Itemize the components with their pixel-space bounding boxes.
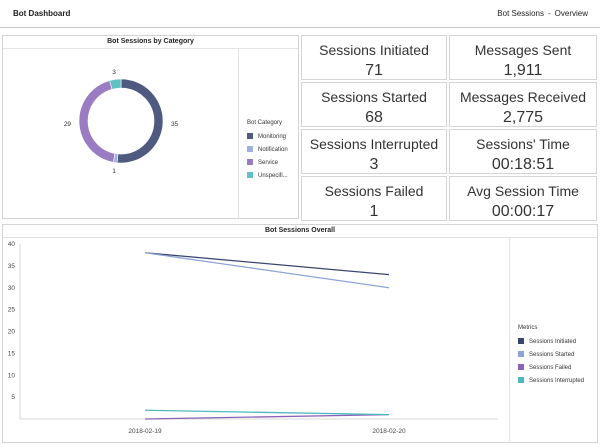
- kpi-value: 68: [365, 109, 383, 126]
- y-tick-label: 40: [8, 241, 16, 248]
- legend-item-sessions-interrupted[interactable]: Sessions Interrupted: [518, 377, 584, 385]
- legend-item-monitoring[interactable]: Monitoring: [247, 133, 286, 141]
- legend-swatch: [247, 159, 253, 165]
- legend-swatch: [518, 364, 524, 370]
- legend-item-notification[interactable]: Notification: [247, 146, 288, 154]
- kpi-label: Sessions Failed: [324, 183, 424, 199]
- y-tick-label: 20: [8, 329, 16, 336]
- series-line[interactable]: [144, 252, 390, 276]
- legend-item-sessions-failed[interactable]: Sessions Failed: [518, 364, 571, 372]
- legend-item-sessions-started[interactable]: Sessions Started: [518, 351, 574, 359]
- series-line[interactable]: [144, 409, 390, 416]
- donut-slice[interactable]: [109, 78, 122, 90]
- kpi-messages-received: Messages Received 2,775: [449, 82, 597, 127]
- y-tick-label: 30: [8, 285, 16, 292]
- kpi-sessions-time: Sessions' Time 00:18:51: [449, 129, 597, 174]
- y-tick-label: 10: [8, 372, 16, 379]
- kpi-label: Messages Sent: [474, 42, 572, 58]
- kpi-avg-session-time: Avg Session Time 00:00:17: [449, 176, 597, 221]
- kpi-label: Sessions Interrupted: [309, 136, 439, 152]
- kpi-messages-sent: Messages Sent 1,911: [449, 35, 597, 80]
- legend-label: Notification: [258, 147, 288, 153]
- kpi-label: Sessions Initiated: [319, 42, 429, 58]
- line-legend: Metrics Sessions Initiated Sessions Star…: [509, 237, 598, 442]
- legend-item-unspecified[interactable]: Unspecifi...: [247, 172, 288, 180]
- top-bar: Bot Dashboard Bot Sessions - Overview: [0, 0, 600, 28]
- kpi-sessions-started: Sessions Started 68: [301, 82, 447, 127]
- kpi-value: 00:00:17: [491, 203, 555, 220]
- donut-chart: 35 1 29 3: [64, 69, 179, 175]
- kpi-label: Avg Session Time: [467, 183, 579, 199]
- donut-data-label: 35: [171, 121, 179, 128]
- legend-swatch: [518, 377, 524, 383]
- line-legend-title: Metrics: [518, 325, 538, 331]
- donut-data-label: 1: [112, 168, 116, 175]
- legend-label: Monitoring: [258, 134, 287, 140]
- x-tick-label: 2018-02-20: [372, 428, 406, 435]
- legend-item-service[interactable]: Service: [247, 159, 278, 167]
- kpi-sessions-interrupted: Sessions Interrupted 3: [301, 129, 447, 174]
- legend-label: Sessions Interrupted: [529, 378, 585, 384]
- kpi-sessions-failed: Sessions Failed 1: [301, 176, 447, 221]
- line-chart-title: Bot Sessions Overall: [3, 225, 597, 238]
- kpi-sessions-initiated: Sessions Initiated 71: [301, 35, 447, 80]
- legend-swatch: [247, 146, 253, 152]
- kpi-value: 3: [369, 156, 379, 173]
- legend-swatch: [518, 338, 524, 344]
- kpi-label: Messages Received: [459, 89, 587, 105]
- legend-label: Sessions Initiated: [529, 339, 577, 345]
- kpi-value: 71: [365, 62, 383, 79]
- breadcrumb-view: Overview: [554, 9, 588, 18]
- dashboard-title: Bot Dashboard: [13, 9, 71, 18]
- legend-label: Sessions Failed: [529, 365, 572, 371]
- donut-panel-title: Bot Sessions by Category: [3, 36, 298, 49]
- overall-chart-panel: Bot Sessions Overall 5 10 15 20 25 30 35 40 2018…: [2, 224, 598, 443]
- donut-data-label: 29: [64, 121, 72, 128]
- legend-label: Service: [258, 160, 279, 166]
- kpi-value: 00:18:51: [491, 156, 555, 173]
- kpi-label: Sessions' Time: [476, 136, 570, 152]
- donut-data-label: 3: [112, 69, 116, 76]
- kpi-value: 1: [369, 203, 379, 220]
- legend-swatch: [518, 351, 524, 357]
- donut-legend: Bot Category Monitoring Notification Ser…: [238, 48, 305, 218]
- breadcrumb-context[interactable]: Bot Sessions: [497, 9, 544, 18]
- donut-slice[interactable]: [116, 78, 164, 164]
- y-tick-label: 5: [11, 394, 15, 401]
- y-tick-label: 25: [8, 307, 16, 314]
- breadcrumb: Bot Sessions - Overview: [497, 9, 588, 18]
- legend-label: Sessions Started: [529, 352, 575, 358]
- y-tick-label: 35: [8, 263, 16, 270]
- series-line[interactable]: [144, 413, 390, 420]
- legend-swatch: [247, 172, 253, 178]
- legend-item-sessions-initiated[interactable]: Sessions Initiated: [518, 338, 576, 346]
- legend-label: Unspecifi...: [258, 173, 288, 179]
- x-tick-label: 2018-02-19: [128, 428, 162, 435]
- donut-legend-title: Bot Category: [247, 120, 283, 126]
- kpi-value: 2,775: [502, 109, 544, 126]
- series-line[interactable]: [144, 252, 390, 289]
- line-chart: 5 10 15 20 25 30 35 40 2018-02-19 2018-02-20: [8, 241, 498, 435]
- y-tick-label: 15: [8, 350, 16, 357]
- legend-swatch: [247, 133, 253, 139]
- kpi-value: 1,911: [503, 62, 543, 79]
- breadcrumb-separator: -: [547, 9, 551, 18]
- donut-slice[interactable]: [78, 80, 116, 163]
- kpi-label: Sessions Started: [321, 89, 427, 105]
- category-donut-panel: Bot Sessions by Category 35 1 29 3 Bot Cate…: [2, 35, 299, 219]
